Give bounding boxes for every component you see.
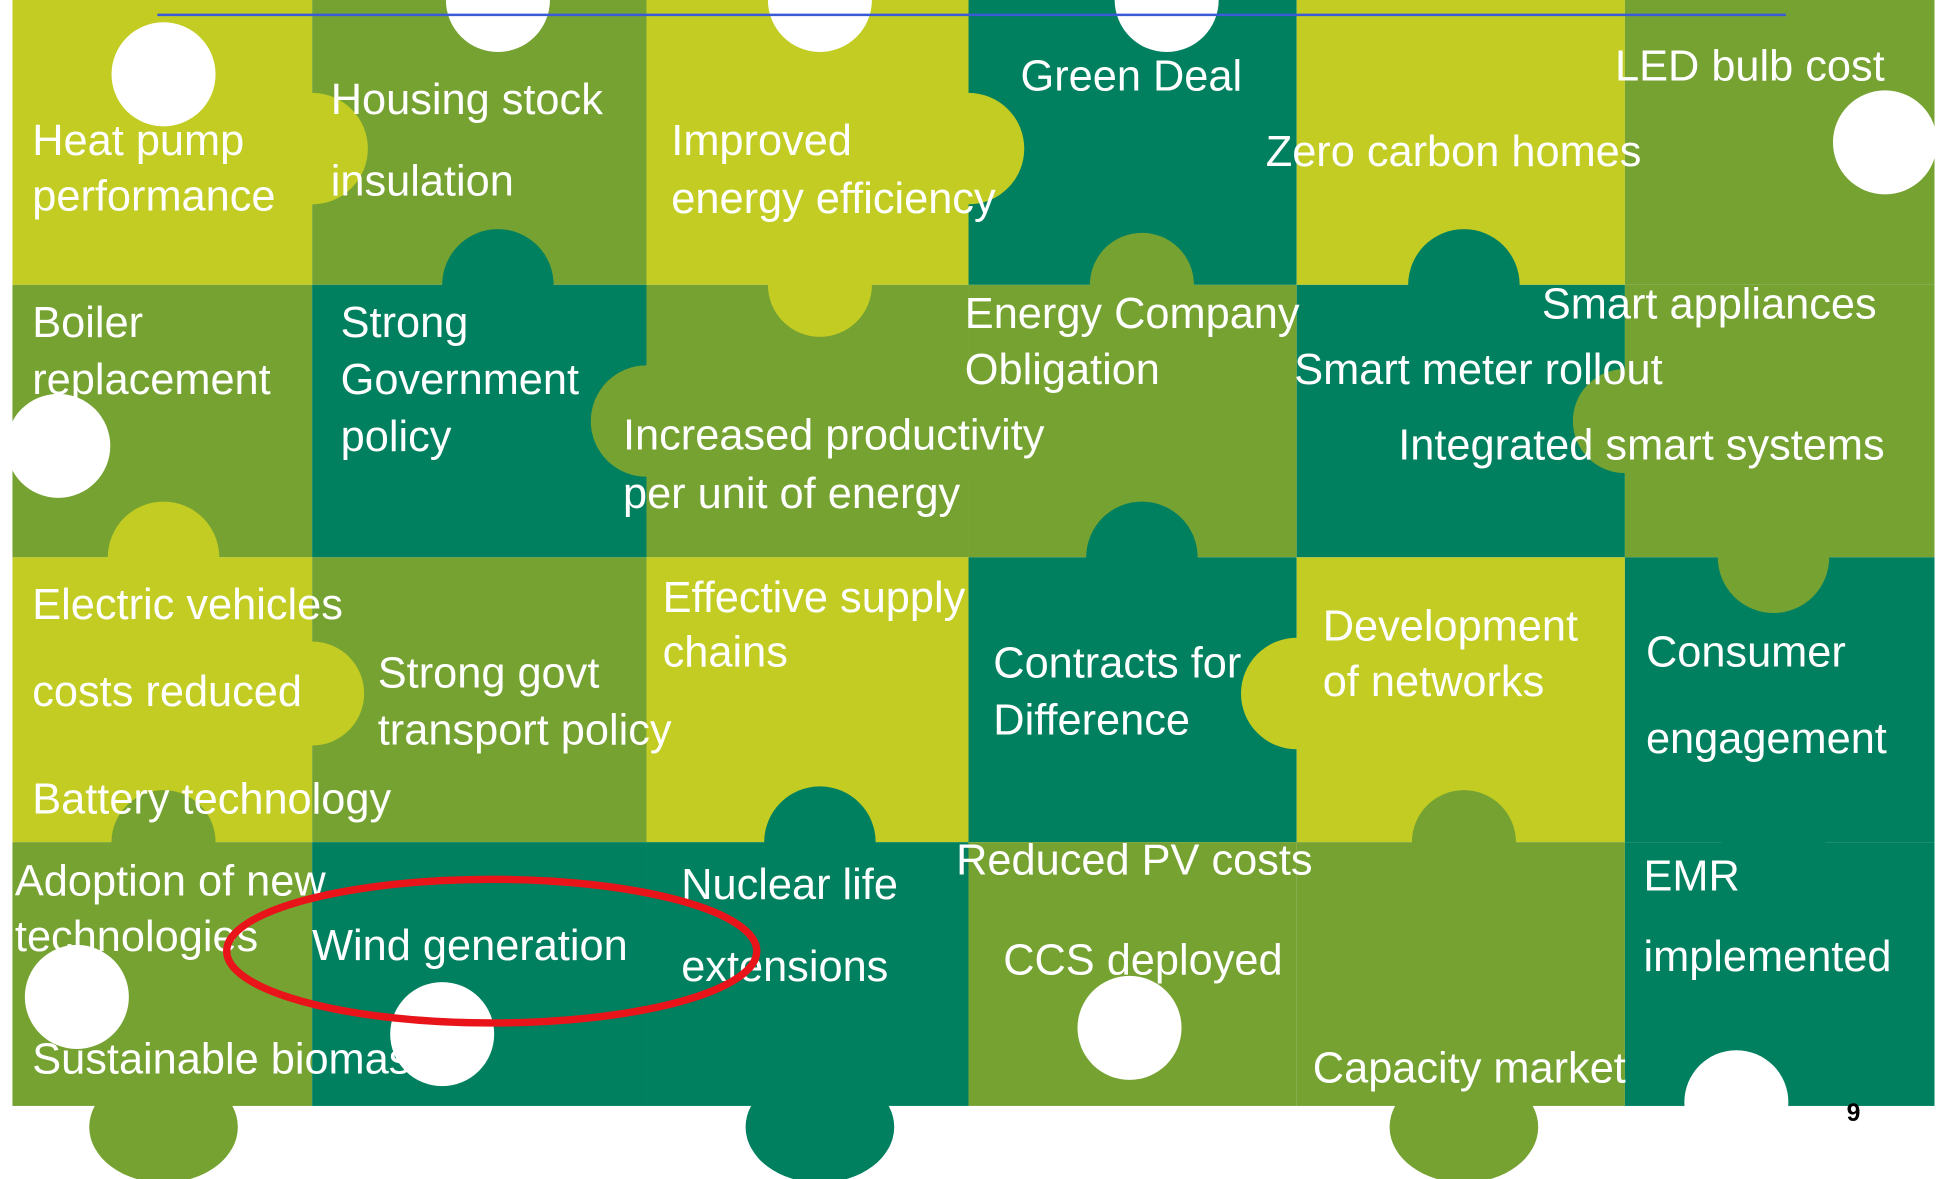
piece-label: Housing stock — [331, 76, 603, 124]
piece-label: Government — [341, 356, 579, 404]
piece-label: Reduced PV costs — [956, 836, 1312, 884]
piece-label: Energy Company — [965, 290, 1300, 338]
puzzle-tab — [746, 1071, 895, 1179]
piece-label: costs reduced — [32, 668, 302, 716]
piece-label: Nuclear life — [681, 861, 898, 909]
piece-label: Consumer — [1646, 628, 1846, 676]
puzzle-knob — [1718, 502, 1829, 613]
piece-label: Smart appliances — [1542, 280, 1877, 328]
piece-label: of networks — [1323, 658, 1545, 706]
piece-label: Adoption of new — [15, 857, 326, 905]
piece-label: chains — [663, 628, 788, 676]
slide: Heat pump performance Housing stock insulat… — [0, 0, 1942, 1179]
piece-label: extensions — [681, 943, 888, 991]
puzzle-knob — [1412, 790, 1516, 894]
piece-label: Obligation — [965, 346, 1160, 394]
puzzle-hole — [1833, 90, 1937, 194]
piece-label: Zero carbon homes — [1266, 128, 1642, 176]
piece-label: Increased productivity — [623, 412, 1045, 460]
piece-label: Electric vehicles — [32, 581, 343, 629]
piece-label: Heat pump — [32, 117, 244, 165]
puzzle-hole — [112, 22, 216, 126]
piece-label: performance — [32, 173, 275, 221]
puzzle-hole — [1684, 1050, 1788, 1154]
puzzle-knob — [768, 233, 872, 337]
piece-label: Difference — [993, 696, 1190, 744]
piece-label: Strong — [341, 299, 469, 347]
piece-label: Strong govt — [378, 649, 600, 697]
piece-label: per unit of energy — [623, 470, 961, 518]
piece-label: Capacity market — [1313, 1044, 1626, 1092]
piece-label: policy — [341, 413, 452, 461]
puzzle-knob — [1408, 229, 1519, 340]
piece-label: Contracts for — [993, 639, 1241, 687]
puzzle-tab — [89, 1071, 238, 1179]
piece-label: Development — [1323, 602, 1578, 650]
piece-label: Smart meter rollout — [1294, 346, 1662, 394]
piece-label: implemented — [1643, 933, 1891, 981]
piece-label: Wind generation — [312, 922, 628, 970]
piece-label: CCS deployed — [1003, 937, 1282, 985]
puzzle-knob — [1086, 502, 1197, 613]
piece-label: Battery technology — [32, 776, 391, 824]
piece-label: EMR — [1643, 852, 1739, 900]
piece-label: replacement — [32, 356, 270, 404]
piece-label: Integrated smart systems — [1398, 421, 1884, 469]
piece-label: insulation — [331, 158, 514, 206]
piece-label: Improved — [671, 117, 852, 165]
piece-label: technologies — [15, 913, 258, 961]
page-number: 9 — [1847, 1100, 1861, 1127]
piece-label: Green Deal — [1021, 52, 1243, 100]
page: Heat pump performance Housing stock insulat… — [0, 0, 1942, 1179]
piece-label: transport policy — [378, 706, 672, 754]
piece-label: engagement — [1646, 715, 1887, 763]
piece-label: Sustainable biomas — [32, 1036, 410, 1084]
puzzle-hole — [6, 394, 110, 498]
piece-label: Effective supply — [663, 574, 966, 622]
puzzle-hole — [1078, 976, 1182, 1080]
piece-label: LED bulb cost — [1615, 42, 1885, 90]
piece-label: energy efficiency — [671, 175, 996, 223]
piece-label: Boiler — [32, 299, 143, 347]
